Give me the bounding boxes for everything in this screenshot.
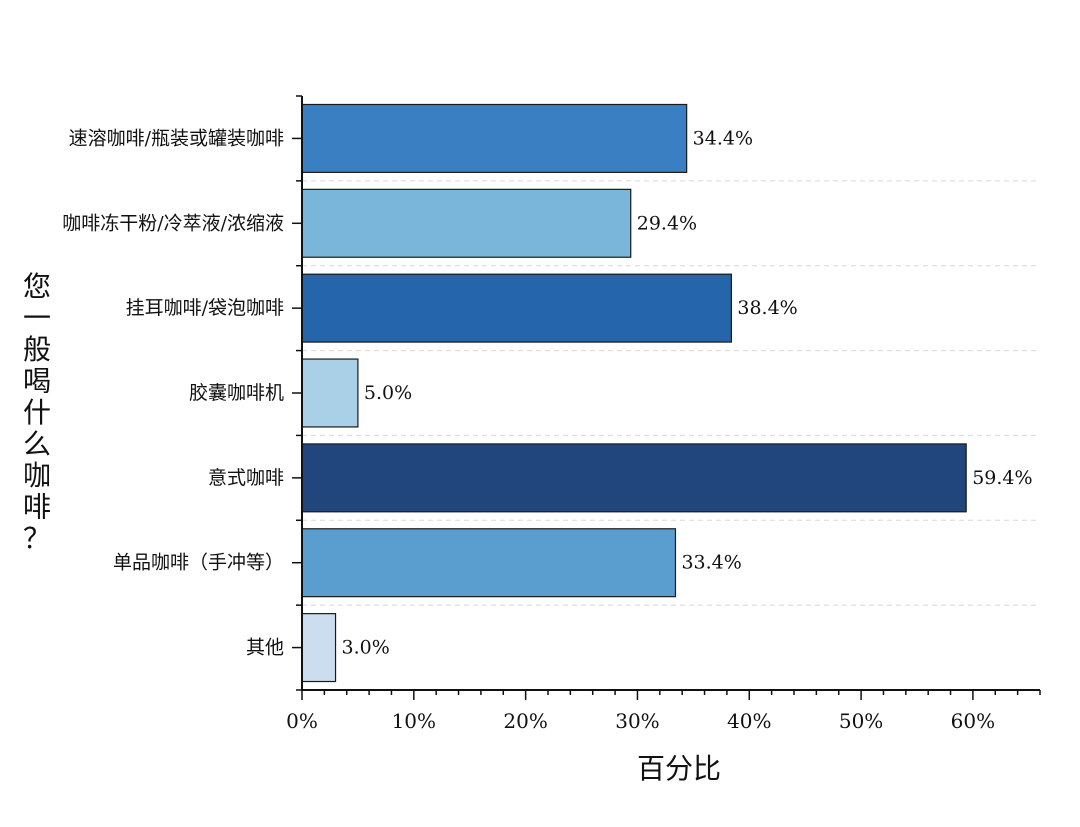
category-label: 意式咖啡: [208, 467, 284, 489]
y-axis-title-char: 一: [23, 302, 51, 335]
bars: [301, 103, 967, 683]
y-axis-title-char: 般: [23, 333, 51, 366]
x-tick-label: 50%: [839, 709, 883, 733]
category-label: 咖啡冻干粉/冷萃液/浓缩液: [62, 212, 284, 234]
y-axis-title-char: 什: [23, 396, 51, 429]
y-axis-title-char: 您: [23, 270, 51, 303]
data-label: 33.4%: [681, 552, 741, 574]
bar: [301, 188, 632, 258]
y-axis-title: 您一般喝什么咖啡？: [23, 270, 51, 555]
category-label: 速溶咖啡/瓶装或罐装咖啡: [69, 127, 284, 149]
data-label: 34.4%: [693, 127, 753, 149]
bar: [301, 443, 967, 513]
x-tick-label: 30%: [615, 709, 659, 733]
y-axis-title-char: 咖: [23, 459, 51, 492]
x-axis-title: 百分比: [637, 752, 721, 785]
x-tick-label: 40%: [727, 709, 771, 733]
x-tick-label: 60%: [951, 709, 995, 733]
data-label: 5.0%: [364, 382, 412, 404]
x-tick-label: 10%: [392, 709, 436, 733]
data-label: 59.4%: [972, 467, 1032, 489]
labels: 0% 10% 20% 30% 40% 50% 60% 速溶咖啡/瓶装或罐装咖啡 34.4% 咖啡冻…: [62, 127, 1032, 733]
y-axis-title-char: ？: [23, 522, 51, 555]
data-label: 38.4%: [737, 297, 797, 319]
bar: [301, 273, 732, 343]
bar: [301, 103, 688, 173]
y-axis-title-char: 啡: [23, 491, 51, 524]
category-label: 挂耳咖啡/袋泡咖啡: [126, 297, 284, 319]
bar: [301, 613, 337, 683]
x-tick-label: 0%: [286, 709, 318, 733]
category-label: 单品咖啡（手冲等）: [113, 552, 284, 574]
y-axis-title-char: 喝: [23, 365, 51, 398]
data-label: 29.4%: [637, 212, 697, 234]
ticks: [292, 95, 1041, 700]
bar: [301, 528, 677, 598]
x-tick-label: 20%: [503, 709, 547, 733]
category-label: 胶囊咖啡机: [189, 382, 284, 404]
y-axis-title-char: 么: [23, 428, 51, 461]
data-label: 3.0%: [342, 637, 390, 659]
bar: [301, 358, 359, 428]
category-label: 其他: [246, 637, 284, 659]
grid-lines: [302, 180, 1040, 606]
